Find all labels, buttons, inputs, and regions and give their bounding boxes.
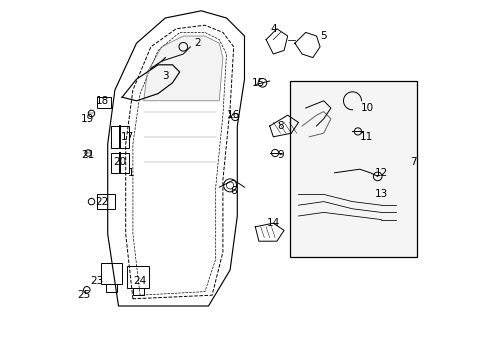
Bar: [111, 153, 129, 173]
Text: 1: 1: [127, 168, 134, 178]
Text: 14: 14: [266, 218, 279, 228]
Text: 22: 22: [96, 197, 109, 207]
Text: 5: 5: [320, 31, 326, 41]
Text: 23: 23: [90, 276, 103, 286]
Text: 24: 24: [133, 276, 146, 286]
Text: 25: 25: [78, 290, 91, 300]
Text: 11: 11: [360, 132, 373, 142]
Text: 2: 2: [194, 38, 201, 48]
Text: 17: 17: [121, 132, 134, 142]
PathPatch shape: [143, 36, 223, 101]
Text: 10: 10: [360, 103, 373, 113]
Text: 15: 15: [252, 78, 265, 88]
Text: 12: 12: [374, 168, 387, 178]
Text: 6: 6: [230, 186, 237, 196]
Text: 16: 16: [226, 110, 240, 120]
Text: 21: 21: [81, 150, 94, 160]
Text: 18: 18: [96, 96, 109, 106]
Text: 9: 9: [277, 150, 283, 160]
Bar: [97, 194, 115, 209]
Text: 8: 8: [277, 121, 283, 131]
Text: 4: 4: [269, 24, 276, 34]
Text: 3: 3: [162, 71, 168, 81]
Bar: [127, 266, 149, 288]
Bar: [289, 81, 416, 257]
Text: 20: 20: [114, 157, 126, 167]
Text: 7: 7: [409, 157, 416, 167]
Bar: [101, 263, 122, 284]
Text: 19: 19: [81, 114, 94, 124]
Bar: [97, 97, 111, 108]
Bar: [111, 126, 129, 148]
Text: 13: 13: [374, 189, 387, 199]
